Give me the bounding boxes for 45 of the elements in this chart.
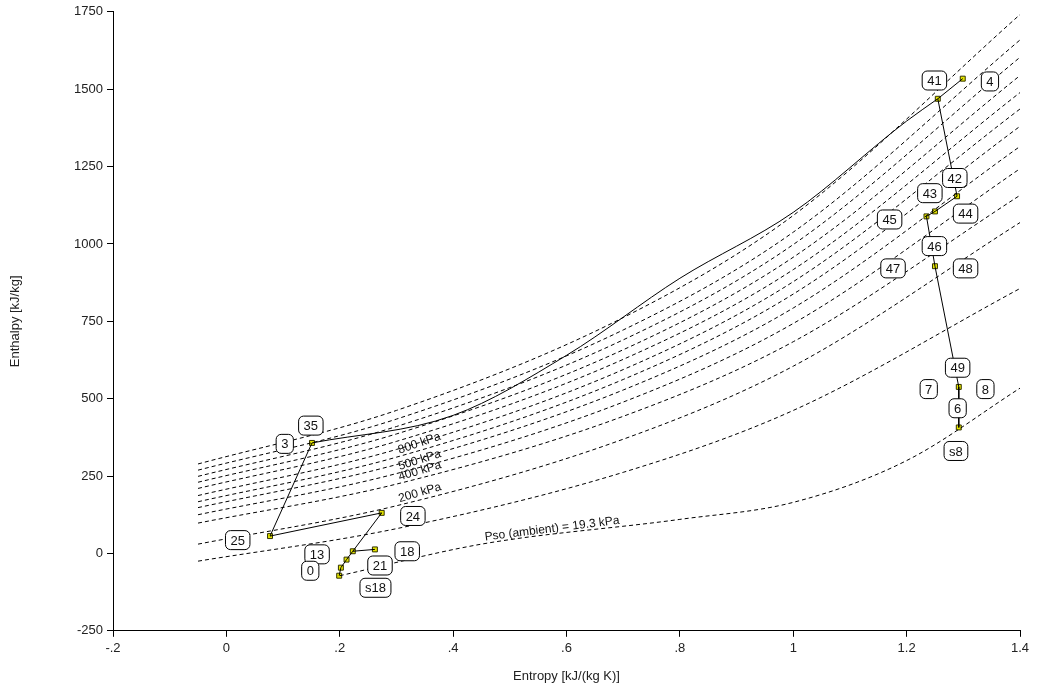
- annotation: 8: [981, 381, 990, 397]
- annotation: 7: [925, 381, 933, 397]
- x-tick-label: 1.4: [1010, 640, 1030, 656]
- annotation: 47: [885, 260, 901, 276]
- annotation: 43: [922, 185, 938, 201]
- y-tick-label: 1500: [74, 80, 103, 96]
- x-tick-label: .8: [674, 640, 686, 656]
- x-tick-label: 0: [222, 640, 230, 656]
- annotation: 24: [405, 508, 421, 524]
- y-tick-label: 1750: [74, 3, 103, 19]
- annotation: s8: [949, 443, 963, 459]
- x-tick-label: 1: [789, 640, 797, 656]
- annotation: 25: [230, 532, 245, 548]
- y-tick-label: 750: [81, 312, 103, 328]
- text: Pso (ambient) = 19.3 kPa: [483, 512, 621, 544]
- annotation: 13: [309, 546, 325, 562]
- annotation: 4: [986, 74, 994, 90]
- y-tick-label: -250: [76, 622, 103, 638]
- annotation: s18: [364, 580, 386, 596]
- x-tick-label: .2: [334, 640, 346, 656]
- annotation: 42: [947, 170, 963, 186]
- annotation: 3: [281, 436, 289, 452]
- annotation: 49: [950, 360, 965, 376]
- y-tick-label: 0: [95, 545, 103, 560]
- x-axis-title: Entropy [kJ/(kg K)]: [513, 667, 620, 683]
- annotation: 18: [399, 543, 415, 559]
- annotation: 46: [927, 238, 942, 254]
- annotation: 44: [958, 206, 973, 222]
- y-tick-label: 500: [81, 390, 103, 406]
- y-tick-label: 250: [81, 467, 103, 483]
- x-tick-label: -.2: [105, 640, 121, 656]
- annotation: 21: [372, 558, 388, 574]
- y-tick-label: 1250: [74, 158, 103, 174]
- x-tick-label: .6: [561, 640, 572, 656]
- annotation: 6: [954, 400, 962, 416]
- text: 200 kPa: [396, 479, 444, 506]
- annotation: 45: [882, 212, 897, 228]
- annotation: 48: [958, 260, 973, 276]
- annotation: 41: [927, 73, 942, 89]
- annotation: 35: [303, 418, 319, 434]
- annotation: 0: [306, 563, 314, 579]
- y-axis-title: Enthalpy [kJ/kg]: [7, 275, 23, 368]
- x-tick-label: 1.2: [897, 640, 916, 656]
- y-tick-label: 1000: [74, 235, 103, 251]
- x-tick-label: .4: [447, 640, 459, 656]
